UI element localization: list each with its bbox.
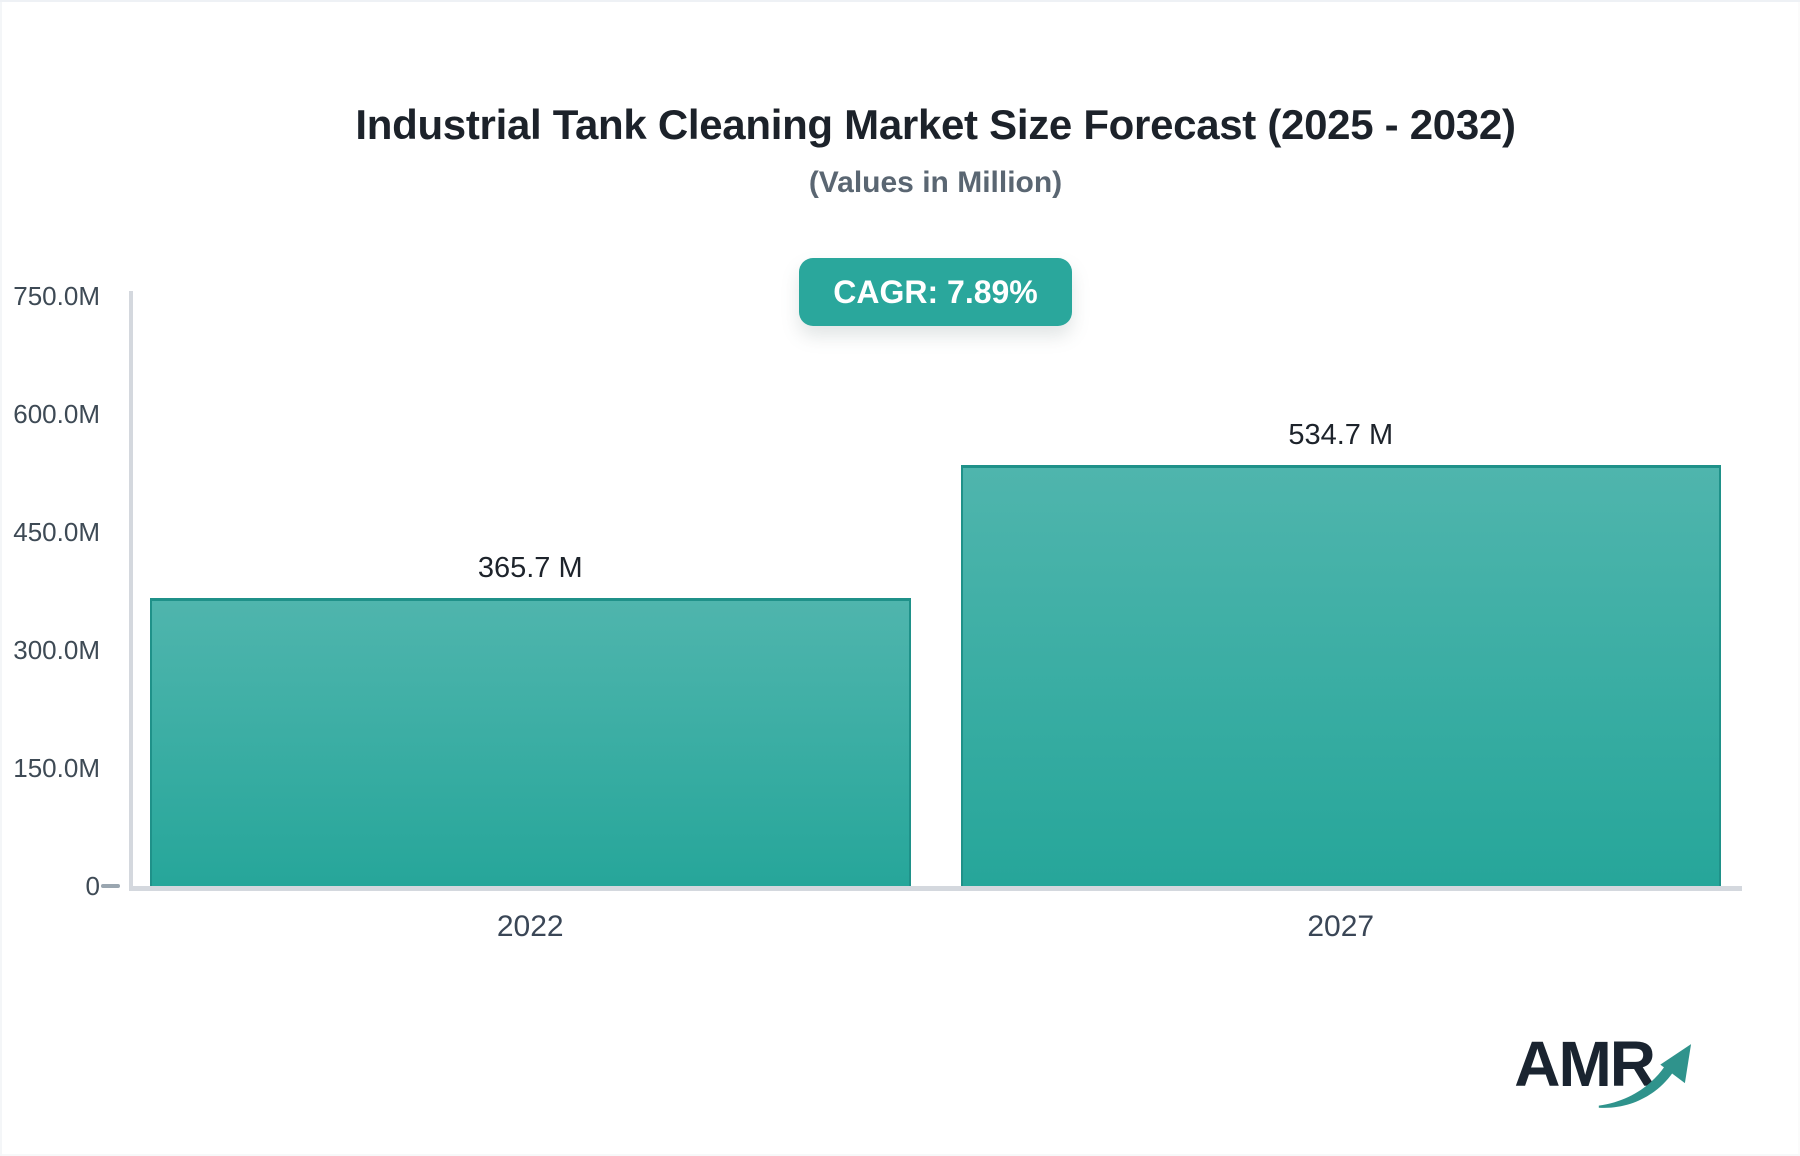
- y-axis-line: [129, 291, 133, 891]
- bars-layer: 365.7 M 534.7 M: [129, 296, 1742, 886]
- x-axis-line: [129, 886, 1742, 891]
- bar-2022: [150, 598, 911, 886]
- y-axis-label: 450.0M: [13, 517, 100, 547]
- y-axis-label: 600.0M: [13, 399, 100, 429]
- y-axis-label: 300.0M: [13, 635, 100, 665]
- amr-logo-text: AMR: [1514, 1028, 1656, 1100]
- bar-value-label: 534.7 M: [1288, 419, 1394, 451]
- amr-logo: AMR: [1514, 1032, 1700, 1120]
- cagr-badge-row: CAGR: 7.89%: [129, 258, 1742, 326]
- x-axis-label: 2022: [496, 910, 564, 943]
- bar-2027: [960, 465, 1721, 886]
- y-axis-labels: 0 150.0M 300.0M 450.0M 600.0M 750.0M: [0, 283, 120, 899]
- x-axis-label: 2027: [1307, 910, 1375, 943]
- y-axis-label: 150.0M: [13, 753, 100, 783]
- cagr-badge: CAGR: 7.89%: [799, 258, 1072, 326]
- chart-header: Industrial Tank Cleaning Market Size For…: [129, 100, 1742, 202]
- chart-title: Industrial Tank Cleaning Market Size For…: [355, 101, 1516, 148]
- zero-tick-dash: [101, 884, 120, 888]
- chart-subtitle: (Values in Million): [808, 166, 1063, 199]
- trend-up-arrow-icon: [1598, 1044, 1692, 1108]
- plot-area: 365.7 M 534.7 M: [129, 291, 1742, 891]
- x-axis-labels: 2022 2027: [129, 908, 1742, 948]
- bar-value-label: 365.7 M: [477, 552, 583, 584]
- y-axis-label: 750.0M: [13, 281, 100, 311]
- y-axis-label: 0: [85, 871, 100, 901]
